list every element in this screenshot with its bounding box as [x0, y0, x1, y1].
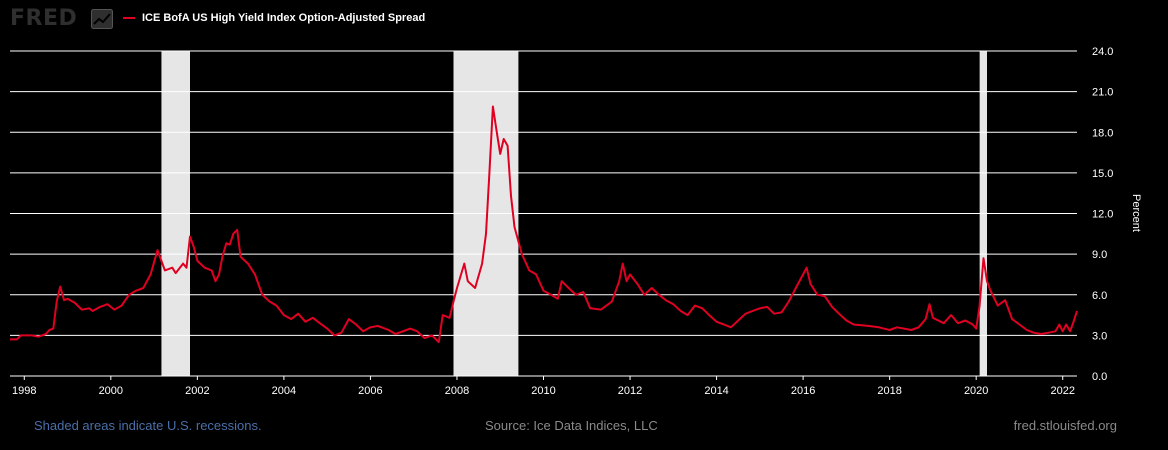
x-tick-label: 2020 — [964, 385, 988, 397]
y-tick-label: 0.0 — [1092, 371, 1107, 383]
source-credit: Source: Ice Data Indices, LLC — [485, 418, 658, 433]
x-tick-label: 2006 — [358, 385, 382, 397]
legend-series-name: ICE BofA US High Yield Index Option-Adju… — [142, 12, 426, 24]
line-chart[interactable]: 0.0 3.0 6.0 9.0 12.0 15.0 18.0 21.0 24.0 1998 2000… — [0, 0, 1168, 400]
y-tick-label: 15.0 — [1092, 168, 1113, 180]
y-tick-label: 24.0 — [1092, 46, 1113, 58]
x-tick-label: 2014 — [704, 385, 728, 397]
recession-note: Shaded areas indicate U.S. recessions. — [34, 418, 262, 433]
y-tick-label: 21.0 — [1092, 87, 1113, 99]
x-tick-label: 2016 — [791, 385, 815, 397]
x-tick-label: 2018 — [877, 385, 901, 397]
y-tick-label: 6.0 — [1092, 290, 1107, 302]
fred-logo[interactable]: FRED — [10, 6, 78, 31]
y-tick-label: 3.0 — [1092, 330, 1107, 342]
x-tick-label: 1998 — [12, 385, 36, 397]
x-tick-label: 2010 — [531, 385, 555, 397]
y-tick-label: 9.0 — [1092, 249, 1107, 261]
x-tick-label: 2000 — [99, 385, 123, 397]
legend-swatch — [123, 17, 135, 19]
x-tick-label: 2012 — [618, 385, 642, 397]
x-tick-label: 2022 — [1050, 385, 1074, 397]
x-tick-label: 2002 — [185, 385, 209, 397]
x-tick-label: 2008 — [445, 385, 469, 397]
x-tick-label: 2004 — [272, 385, 296, 397]
y-axis-label: Percent — [1130, 194, 1142, 232]
chart-legend: ICE BofA US High Yield Index Option-Adju… — [123, 12, 425, 24]
y-tick-label: 12.0 — [1092, 209, 1113, 221]
series-line — [10, 105, 1078, 344]
site-link[interactable]: fred.stlouisfed.org — [1013, 418, 1117, 433]
y-tick-label: 18.0 — [1092, 127, 1113, 139]
chart-line-icon — [91, 9, 113, 29]
